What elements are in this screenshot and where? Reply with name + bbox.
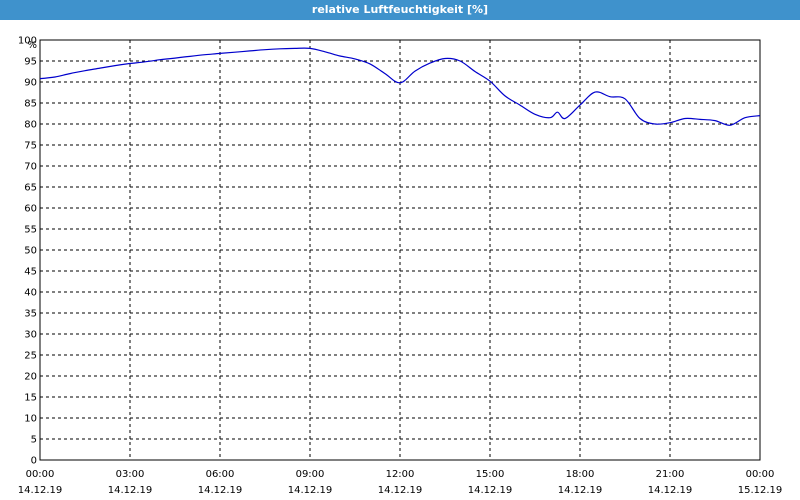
x-tick-date-label: 14.12.19 bbox=[198, 485, 243, 496]
x-tick-time-label: 09:00 bbox=[296, 469, 325, 480]
grid bbox=[40, 40, 760, 460]
y-tick-label: 30 bbox=[24, 330, 37, 341]
y-tick-label: 90 bbox=[24, 78, 37, 89]
x-tick-time-label: 15:00 bbox=[476, 469, 505, 480]
x-tick-date-label: 15.12.19 bbox=[738, 485, 783, 496]
y-tick-label: 80 bbox=[24, 120, 37, 131]
x-tick-date-label: 14.12.19 bbox=[288, 485, 333, 496]
x-tick-time-label: 00:00 bbox=[746, 469, 775, 480]
x-tick-date-label: 14.12.19 bbox=[558, 485, 603, 496]
y-tick-label: 60 bbox=[24, 204, 37, 215]
x-tick-time-label: 03:00 bbox=[116, 469, 145, 480]
x-tick-time-label: 06:00 bbox=[206, 469, 235, 480]
y-tick-label: 75 bbox=[24, 141, 37, 152]
y-tick-label: 10 bbox=[24, 414, 37, 425]
series-layer bbox=[39, 47, 761, 126]
y-tick-label: 40 bbox=[24, 288, 37, 299]
axes bbox=[39, 39, 761, 461]
plot-frame bbox=[39, 39, 761, 461]
y-tick-label: 20 bbox=[24, 372, 37, 383]
y-axis-unit-label: % bbox=[27, 40, 37, 51]
y-tick-label: 25 bbox=[24, 351, 37, 362]
x-tick-date-label: 14.12.19 bbox=[648, 485, 693, 496]
x-tick-date-label: 14.12.19 bbox=[18, 485, 63, 496]
x-tick-time-label: 21:00 bbox=[656, 469, 685, 480]
y-tick-label: 35 bbox=[24, 309, 37, 320]
x-tick-time-label: 12:00 bbox=[386, 469, 415, 480]
x-tick-date-label: 14.12.19 bbox=[108, 485, 153, 496]
y-tick-label: 55 bbox=[24, 225, 37, 236]
y-tick-label: 100 bbox=[18, 36, 37, 47]
y-tick-label: 65 bbox=[24, 183, 37, 194]
x-tick-time-label: 18:00 bbox=[566, 469, 595, 480]
tick-labels: 0 5 10 15 20 25 30 35 40 45 50 55 60 65 70 75 80 85 90 95 10… bbox=[18, 36, 783, 497]
y-tick-label: 0 bbox=[31, 456, 37, 467]
y-tick-label: 70 bbox=[24, 162, 37, 173]
y-tick-label: 85 bbox=[24, 99, 37, 110]
chart-title: relative Luftfeuchtigkeit [%] bbox=[0, 0, 800, 20]
x-tick-time-label: 00:00 bbox=[26, 469, 55, 480]
y-tick-label: 5 bbox=[31, 435, 37, 446]
x-tick-date-label: 14.12.19 bbox=[378, 485, 423, 496]
y-tick-label: 50 bbox=[24, 246, 37, 257]
x-tick-date-label: 14.12.19 bbox=[468, 485, 513, 496]
y-tick-label: 45 bbox=[24, 267, 37, 278]
humidity-series-line bbox=[39, 47, 761, 126]
y-tick-label: 15 bbox=[24, 393, 37, 404]
y-tick-label: 95 bbox=[24, 57, 37, 68]
